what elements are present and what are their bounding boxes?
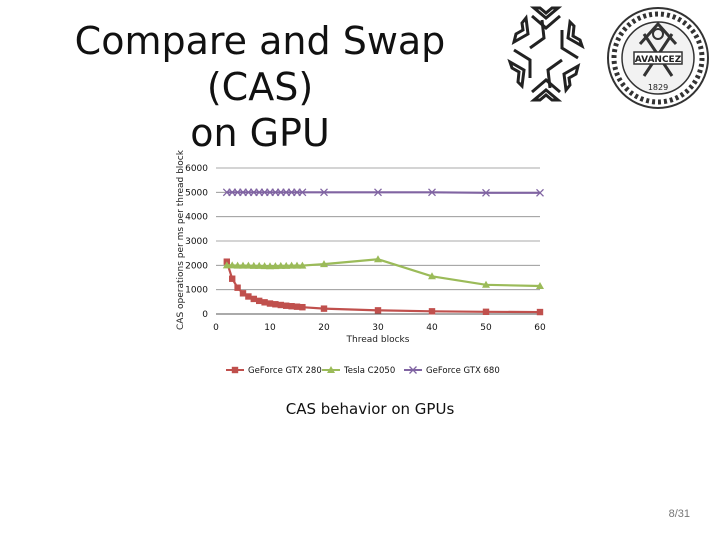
slide-title: Compare and Swap (CAS) on GPU [40, 18, 480, 156]
slide-title-line2: on GPU [190, 111, 330, 155]
data-point [320, 188, 328, 197]
chart-x-axis-label: Thread blocks [346, 335, 410, 345]
data-point [536, 282, 544, 290]
data-point [239, 261, 247, 269]
chart-y-axis-label: CAS operations per ms per thread block [176, 149, 186, 330]
y-tick-label: 2000 [185, 261, 208, 271]
y-tick-label: 3000 [185, 237, 208, 247]
data-point [374, 188, 382, 197]
legend-marker [327, 366, 335, 373]
chart-legend: GeForce GTX 280 Tesla C2050 GeForce GTX 68… [226, 366, 500, 376]
data-point [320, 305, 328, 312]
seal-year: 1829 [648, 83, 668, 92]
data-point [229, 275, 236, 282]
data-point [293, 261, 301, 269]
data-point [271, 262, 280, 270]
series-triangle [222, 255, 544, 290]
data-point [298, 188, 307, 197]
data-point [298, 261, 307, 269]
data-point [222, 261, 231, 269]
chart-caption: CAS behavior on GPUs [285, 400, 455, 418]
data-point [249, 261, 258, 269]
y-tick-label: 0 [202, 310, 208, 320]
data-point [260, 262, 269, 270]
data-point [277, 301, 284, 309]
x-tick-label: 20 [318, 323, 330, 333]
legend-item: Tesla C2050 [322, 366, 395, 376]
data-point [428, 188, 436, 197]
data-point [228, 261, 237, 269]
slide-title-line1: Compare and Swap (CAS) [74, 19, 446, 109]
chart-series [222, 188, 544, 316]
legend-label: GeForce GTX 280 [248, 366, 322, 376]
data-point [234, 284, 241, 291]
data-point [272, 301, 279, 308]
legend-item: GeForce GTX 680 [404, 366, 500, 376]
data-point [299, 303, 306, 311]
data-point [288, 303, 295, 310]
data-point [250, 295, 257, 303]
x-tick-label: 50 [480, 323, 492, 333]
x-tick-label: 40 [426, 323, 438, 333]
university-seal-icon: AVANCEZ 1829 [607, 7, 709, 109]
data-point [283, 302, 290, 309]
x-tick-label: 30 [372, 323, 384, 333]
data-point [536, 308, 544, 316]
x-tick-label: 60 [534, 323, 546, 333]
data-point [536, 188, 544, 197]
legend-label: GeForce GTX 680 [426, 366, 500, 376]
data-point [261, 299, 268, 306]
data-point [374, 255, 382, 263]
legend-marker [231, 366, 239, 374]
data-point [428, 308, 436, 315]
data-point [244, 261, 253, 269]
data-point [239, 290, 247, 297]
cas-line-chart: 0 1000 2000 3000 4000 5000 6000 0 10 20 30 40 50 60 C… [176, 149, 546, 376]
data-point [482, 280, 490, 288]
slide-number: 8/31 [668, 508, 690, 520]
legend-item: GeForce GTX 280 [226, 366, 322, 376]
data-point [233, 261, 242, 269]
data-point [276, 261, 285, 269]
chart-gridlines [216, 167, 540, 315]
y-tick-label: 1000 [185, 286, 208, 296]
data-point [256, 297, 263, 305]
seal-motto: AVANCEZ [635, 55, 682, 65]
series-line [226, 258, 541, 288]
data-point [293, 303, 301, 310]
y-tick-label: 4000 [185, 213, 208, 223]
legend-label: Tesla C2050 [343, 366, 395, 376]
data-point [374, 307, 382, 314]
data-point [266, 262, 274, 270]
data-point [428, 272, 436, 280]
data-point [255, 261, 264, 269]
y-tick-label: 5000 [185, 188, 208, 198]
y-tick-label: 6000 [185, 164, 208, 174]
data-point [282, 261, 291, 269]
data-point [320, 260, 328, 268]
legend-marker [409, 366, 417, 374]
data-point [266, 300, 274, 307]
data-point [482, 188, 490, 197]
data-point [245, 293, 252, 300]
series-x [222, 188, 544, 197]
x-tick-label: 10 [264, 323, 276, 333]
data-point [287, 261, 296, 269]
institution-logo-icon [507, 6, 585, 102]
x-tick-label: 0 [213, 323, 219, 333]
data-point [482, 308, 490, 316]
